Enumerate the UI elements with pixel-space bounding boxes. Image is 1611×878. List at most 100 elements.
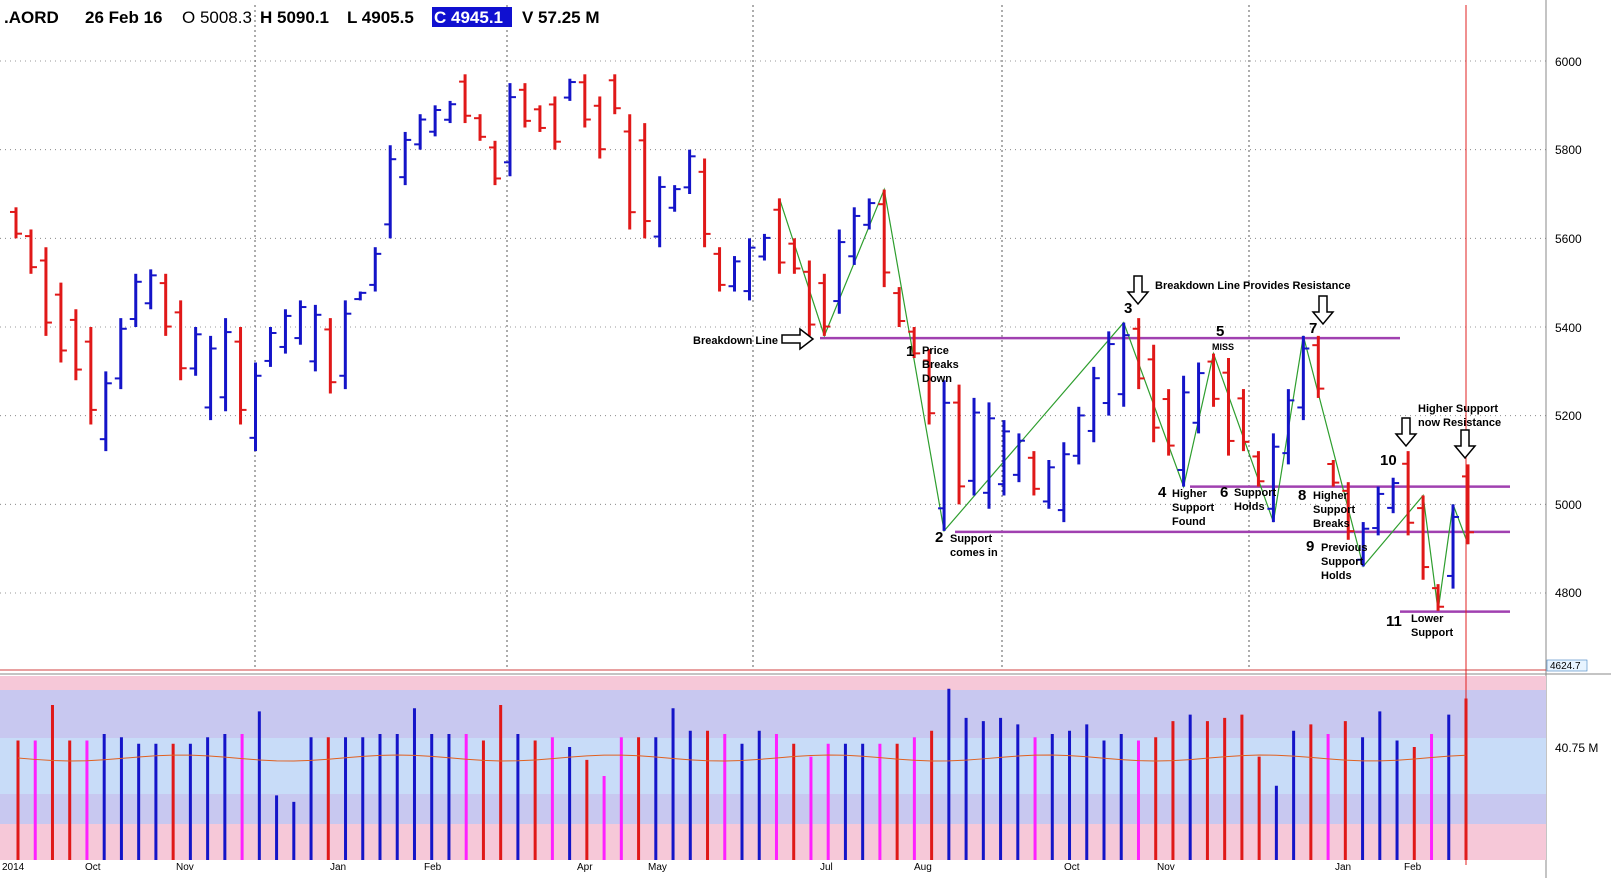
volume-moving-average <box>17 754 1467 762</box>
x-tick-nov-2: Nov <box>1157 862 1175 873</box>
price-bar <box>144 269 157 310</box>
price-bar <box>1462 464 1474 545</box>
ann-6-line1: Support <box>1234 487 1276 499</box>
arrow-down-icon <box>1311 295 1335 326</box>
ann-8: 8 <box>1298 487 1306 504</box>
price-bar <box>264 327 277 367</box>
volume-ma-label: 40.75 M <box>1555 741 1598 755</box>
price-bar <box>1207 353 1220 407</box>
price-bar <box>863 198 876 230</box>
ann-9-line1: Previous <box>1321 542 1367 554</box>
price-bar <box>908 327 921 359</box>
price-bar <box>1027 451 1040 496</box>
price-bar <box>219 318 232 412</box>
price-bar <box>309 304 322 372</box>
price-bar <box>10 207 22 239</box>
ann-2-line1: Support <box>950 533 992 545</box>
x-tick-jan-2: Jan <box>1335 862 1351 873</box>
volume-band <box>0 738 1546 794</box>
price-bar <box>1372 486 1385 536</box>
x-tick-oct-2: Oct <box>1064 862 1080 873</box>
price-bar <box>518 83 531 128</box>
x-tick-aug: Aug <box>914 862 932 873</box>
price-bar <box>982 402 995 509</box>
ann-5: 5 <box>1216 323 1224 340</box>
arrow-down-icon <box>1126 275 1150 306</box>
header-close: C 4945.1 <box>434 8 503 27</box>
price-bar <box>923 349 936 425</box>
price-bar <box>1147 344 1160 443</box>
header-open: O 5008.3 <box>182 8 252 27</box>
y-axis: 6000 5800 5600 5400 5200 5000 4800 4624.… <box>1546 55 1598 755</box>
ann-1-line2: Breaks <box>922 359 959 371</box>
price-bar <box>1282 389 1295 465</box>
price-bar <box>1177 375 1190 487</box>
price-bar <box>294 300 307 345</box>
header: .AORD 26 Feb 16 O 5008.3 H 5090.1 L 4905… <box>4 7 600 27</box>
price-bar <box>339 300 352 390</box>
price-bar <box>1087 366 1100 443</box>
price-bar <box>1447 504 1460 589</box>
arrow-right-icon <box>781 327 815 351</box>
ann-1-line3: Down <box>922 373 952 385</box>
price-bar <box>384 145 397 239</box>
price-bar <box>324 318 337 394</box>
price-bar <box>638 123 651 239</box>
cursor-value-box <box>1546 659 1588 672</box>
price-bar <box>54 282 67 363</box>
price-bar <box>953 384 966 505</box>
price-bar <box>459 74 472 124</box>
volume-band <box>0 690 1546 738</box>
price-bar <box>803 260 816 336</box>
price-bar <box>548 96 561 150</box>
price-bar <box>489 140 502 186</box>
x-tick-apr: Apr <box>577 862 593 873</box>
header-date: 26 Feb 16 <box>85 8 163 27</box>
price-bar <box>563 78 576 101</box>
price-bar <box>414 114 427 150</box>
price-bar <box>938 380 951 531</box>
price-bar <box>593 96 606 159</box>
ann-11-line1: Lower <box>1411 613 1444 625</box>
ann-11: 11 <box>1386 613 1402 630</box>
price-bar <box>1267 433 1280 523</box>
ann-breakdown-line: Breakdown Line <box>693 335 778 347</box>
ann-4-line1: Higher <box>1172 488 1208 500</box>
price-bar <box>1417 495 1430 580</box>
x-tick-2014: 2014 <box>2 862 25 873</box>
ann-6-line2: Holds <box>1234 501 1265 513</box>
ann-9-line3: Holds <box>1321 570 1352 582</box>
price-bar <box>1192 362 1205 434</box>
price-bar <box>159 273 172 336</box>
price-bar <box>1042 460 1055 509</box>
ann-2-line2: comes in <box>950 547 998 559</box>
price-bar <box>728 256 741 292</box>
price-bar <box>1162 389 1175 456</box>
price-bar <box>683 149 696 194</box>
price-bar <box>818 273 831 336</box>
price-bar <box>788 238 801 274</box>
ann-8-line3: Breaks <box>1313 518 1350 530</box>
price-bar <box>668 185 681 212</box>
y-tick-5400: 5400 <box>1555 321 1582 335</box>
ann-2: 2 <box>935 529 943 546</box>
price-bar <box>369 247 382 292</box>
price-bar <box>129 273 142 327</box>
ann-higher-support-1: Higher Support <box>1418 403 1498 415</box>
ann-8-line1: Higher <box>1313 490 1349 502</box>
volume-band <box>0 794 1546 824</box>
price-bar <box>1117 322 1130 407</box>
price-bar <box>1057 442 1070 523</box>
price-bar <box>698 158 711 248</box>
header-volume: V 57.25 M <box>522 8 600 27</box>
volume-bars <box>16 688 1468 860</box>
ann-6: 6 <box>1220 484 1228 501</box>
ann-9: 9 <box>1306 538 1314 555</box>
x-tick-jan: Jan <box>330 862 346 873</box>
y-tick-5000: 5000 <box>1555 498 1582 512</box>
price-bar <box>893 287 906 327</box>
x-tick-feb: Feb <box>424 862 442 873</box>
y-tick-6000: 6000 <box>1555 55 1582 69</box>
header-low: L 4905.5 <box>347 8 414 27</box>
